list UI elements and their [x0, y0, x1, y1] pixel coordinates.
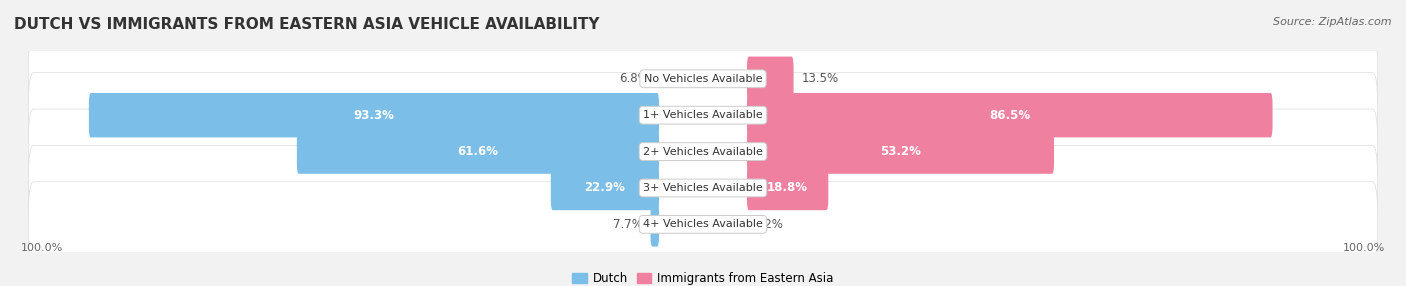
FancyBboxPatch shape [551, 166, 659, 210]
FancyBboxPatch shape [747, 93, 1272, 137]
Text: 100.0%: 100.0% [21, 243, 63, 253]
FancyBboxPatch shape [28, 109, 1378, 194]
Text: 7.7%: 7.7% [613, 218, 643, 231]
FancyBboxPatch shape [28, 145, 1378, 231]
Text: 61.6%: 61.6% [457, 145, 499, 158]
FancyBboxPatch shape [651, 202, 659, 247]
FancyBboxPatch shape [28, 36, 1378, 121]
Text: 3+ Vehicles Available: 3+ Vehicles Available [643, 183, 763, 193]
Text: 93.3%: 93.3% [353, 109, 395, 122]
FancyBboxPatch shape [28, 182, 1378, 267]
Text: 1+ Vehicles Available: 1+ Vehicles Available [643, 110, 763, 120]
FancyBboxPatch shape [89, 93, 659, 137]
FancyBboxPatch shape [747, 166, 828, 210]
Text: 6.8%: 6.8% [619, 72, 648, 85]
Text: No Vehicles Available: No Vehicles Available [644, 74, 762, 84]
Text: 2+ Vehicles Available: 2+ Vehicles Available [643, 147, 763, 156]
Text: 18.8%: 18.8% [768, 182, 808, 194]
FancyBboxPatch shape [28, 73, 1378, 158]
Text: 100.0%: 100.0% [1343, 243, 1385, 253]
Text: 86.5%: 86.5% [990, 109, 1031, 122]
FancyBboxPatch shape [297, 129, 659, 174]
Text: 22.9%: 22.9% [585, 182, 626, 194]
FancyBboxPatch shape [747, 57, 793, 101]
FancyBboxPatch shape [747, 129, 1054, 174]
Text: 53.2%: 53.2% [880, 145, 921, 158]
Text: DUTCH VS IMMIGRANTS FROM EASTERN ASIA VEHICLE AVAILABILITY: DUTCH VS IMMIGRANTS FROM EASTERN ASIA VE… [14, 17, 599, 32]
Legend: Dutch, Immigrants from Eastern Asia: Dutch, Immigrants from Eastern Asia [568, 267, 838, 286]
Text: Source: ZipAtlas.com: Source: ZipAtlas.com [1274, 17, 1392, 27]
Text: 6.2%: 6.2% [754, 218, 783, 231]
Text: 13.5%: 13.5% [801, 72, 838, 85]
Text: 4+ Vehicles Available: 4+ Vehicles Available [643, 219, 763, 229]
